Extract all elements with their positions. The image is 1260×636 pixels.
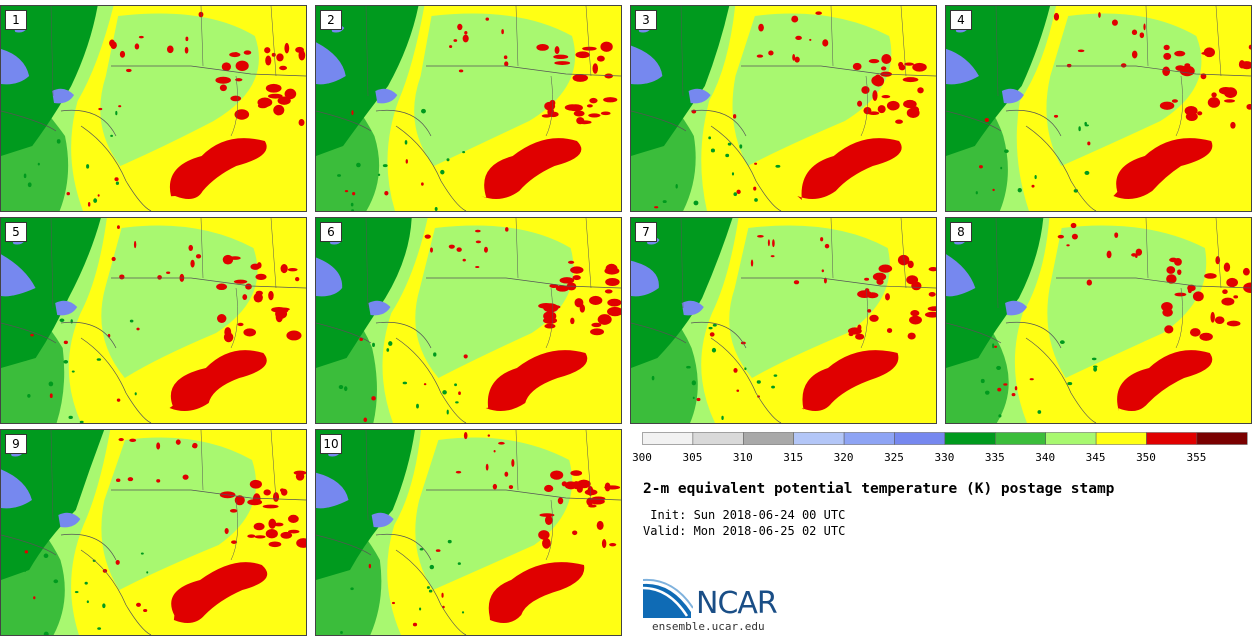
logo-wordmark: NCAR <box>696 586 778 621</box>
member-label: 9 <box>5 434 27 454</box>
colorbar-segment <box>944 432 996 445</box>
theta-e-map <box>316 430 621 635</box>
logo-url: ensemble.ucar.edu <box>652 620 765 633</box>
colorbar-tick-label: 305 <box>682 451 703 464</box>
colorbar-segment <box>1045 432 1097 445</box>
colorbar-segment <box>995 432 1046 445</box>
colorbar-tick-label: 340 <box>1035 451 1056 464</box>
colorbar-tick-label: 355 <box>1186 451 1207 464</box>
colorbar-tick-label: 300 <box>632 451 652 464</box>
plot-title: 2-m equivalent potential temperature (K)… <box>643 481 1115 497</box>
member-panel: 10 <box>315 429 622 636</box>
member-panel: 7 <box>630 217 937 424</box>
theta-e-map <box>316 6 621 211</box>
colorbar-segment <box>1095 432 1147 445</box>
member-label: 5 <box>5 222 27 242</box>
colorbar-tick-label: 325 <box>884 451 904 464</box>
theta-e-map <box>1 6 306 211</box>
member-panel: 6 <box>315 217 622 424</box>
colorbar-segment <box>692 432 744 445</box>
member-label: 3 <box>635 10 657 30</box>
theta-e-map <box>631 218 936 423</box>
colorbar-segment <box>793 432 845 445</box>
member-panel: 8 <box>945 217 1252 424</box>
theta-e-map <box>316 218 621 423</box>
member-label: 4 <box>950 10 972 30</box>
theta-e-map <box>1 430 306 635</box>
colorbar-segment <box>843 432 895 445</box>
colorbar-tick-label: 335 <box>984 451 1005 464</box>
theta-e-map <box>946 218 1251 423</box>
init-time: Init: Sun 2018-06-24 00 UTC <box>643 508 846 522</box>
colorbar-segment <box>642 432 694 445</box>
member-label: 2 <box>320 10 342 30</box>
colorbar-tick-label: 310 <box>732 451 753 464</box>
theta-e-map <box>946 6 1251 211</box>
member-label: 8 <box>950 222 972 242</box>
ncar-logo-icon <box>643 578 693 618</box>
member-panel: 9 <box>0 429 307 636</box>
member-panel: 2 <box>315 5 622 212</box>
member-panel: 5 <box>0 217 307 424</box>
colorbar-segment <box>1196 432 1248 445</box>
member-label: 10 <box>320 434 342 454</box>
colorbar-segment <box>1146 432 1198 445</box>
member-panel: 1 <box>0 5 307 212</box>
member-panel: 3 <box>630 5 937 212</box>
colorbar-tick-label: 350 <box>1136 451 1156 464</box>
member-label: 6 <box>320 222 342 242</box>
valid-time: Valid: Mon 2018-06-25 02 UTC <box>643 524 846 538</box>
colorbar <box>642 432 1248 445</box>
colorbar-tick-label: 320 <box>833 451 854 464</box>
theta-e-map <box>1 218 306 423</box>
colorbar-segment <box>894 432 946 445</box>
colorbar-tick-label: 330 <box>934 451 955 464</box>
colorbar-tick-label: 315 <box>783 451 804 464</box>
member-panel: 4 <box>945 5 1252 212</box>
member-label: 1 <box>5 10 27 30</box>
colorbar-tick-label: 345 <box>1085 451 1106 464</box>
member-label: 7 <box>635 222 657 242</box>
theta-e-map <box>631 6 936 211</box>
colorbar-segment <box>743 432 794 445</box>
